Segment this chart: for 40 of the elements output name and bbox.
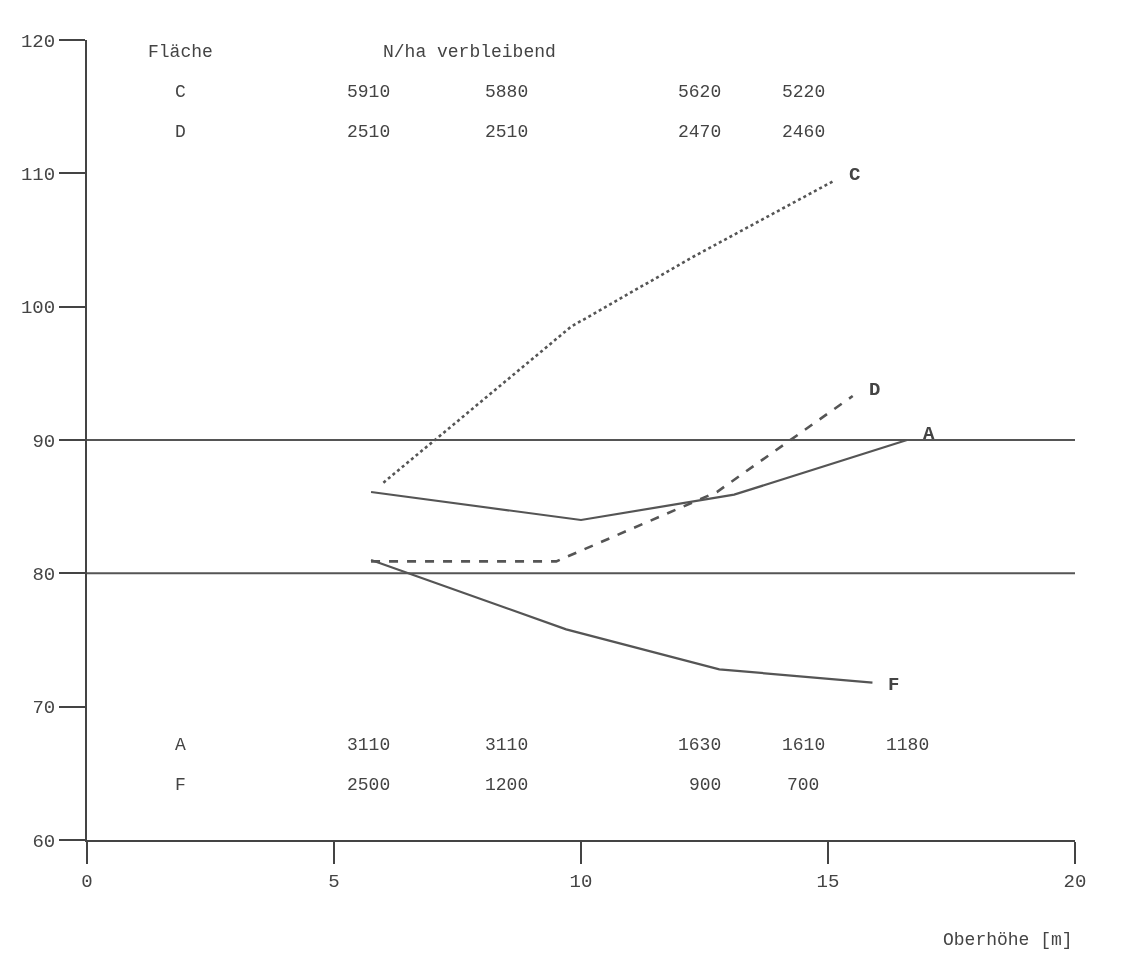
y-tick-label: 90	[32, 430, 56, 453]
annotation: 1180	[886, 735, 930, 755]
series-label: A	[923, 423, 935, 445]
x-axis-title: Oberhöhe [m]	[943, 930, 1073, 950]
annotation: 2500	[347, 775, 391, 795]
annotation: 700	[787, 775, 820, 795]
annotation: C	[175, 82, 186, 102]
annotation: 2470	[678, 122, 722, 142]
x-tick-label: 0	[81, 870, 93, 893]
annotation: 3110	[485, 735, 529, 755]
series-label: F	[888, 674, 900, 696]
x-tick-label: 20	[1063, 870, 1087, 893]
annotation: 5620	[678, 82, 722, 102]
annotation: D	[175, 122, 186, 142]
annotation: 2510	[347, 122, 391, 142]
x-tick-label: 15	[816, 870, 840, 893]
annotation: 900	[689, 775, 722, 795]
annotation: 2510	[485, 122, 529, 142]
y-tick-label: 80	[32, 563, 56, 586]
annotation: Fläche	[148, 42, 213, 62]
annotation: 5910	[347, 82, 391, 102]
annotation: A	[175, 735, 186, 755]
annotation: 5220	[782, 82, 826, 102]
annotation: 1630	[678, 735, 722, 755]
x-tick-label: 5	[328, 870, 340, 893]
y-tick-label: 110	[20, 163, 56, 186]
y-tick-label: 100	[20, 297, 56, 320]
annotation: F	[175, 775, 186, 795]
annotation: 1610	[782, 735, 826, 755]
annotation: 3110	[347, 735, 391, 755]
annotation: 2460	[782, 122, 826, 142]
y-tick-label: 120	[20, 30, 56, 53]
series-label: C	[849, 164, 861, 186]
annotation: 1200	[485, 775, 529, 795]
series-label: D	[869, 379, 881, 401]
y-tick-label: 70	[32, 697, 56, 720]
annotation: N/ha verbleibend	[383, 42, 556, 62]
annotation: 5880	[485, 82, 529, 102]
x-tick-label: 10	[569, 870, 593, 893]
y-tick-label: 60	[32, 830, 56, 853]
